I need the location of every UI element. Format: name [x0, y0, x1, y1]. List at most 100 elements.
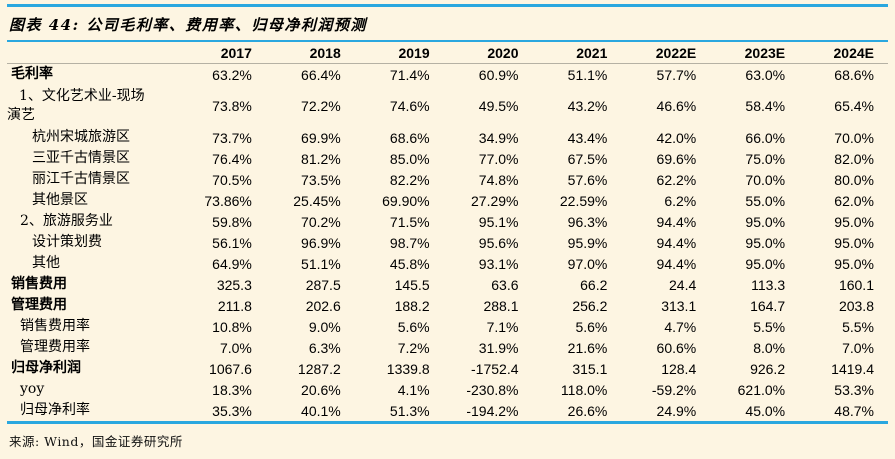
- row-label: 1、文化艺术业-现场演艺: [7, 88, 145, 123]
- cell-value: 128.4: [661, 360, 697, 377]
- year-column-header: 2020: [443, 43, 533, 64]
- cell-value: 80.0%: [834, 171, 874, 188]
- cell-value: 95.6%: [478, 234, 519, 251]
- cell-value: 70.5%: [212, 171, 252, 188]
- cell-value: 40.1%: [301, 402, 341, 419]
- cell-value: 98.7%: [389, 234, 430, 251]
- table-row: 1、文化艺术业-现场演艺 73.8% 72.2% 74.6% 49.5% 43.2% 46.…: [7, 85, 888, 127]
- row-label: 2、旅游服务业: [20, 213, 113, 229]
- cell-value: 73.7%: [212, 129, 252, 146]
- cell-value: 10.8%: [212, 318, 252, 335]
- forecast-table-container: 2017 2018 2019 2020 2021 2022E 2023E 2024E 毛利率 6…: [7, 43, 888, 424]
- cell-value: 96.3%: [567, 213, 608, 230]
- cell-value: 67.5%: [567, 150, 608, 167]
- table-header-row: 2017 2018 2019 2020 2021 2022E 2023E 2024E: [7, 43, 888, 64]
- cell-value: 5.6%: [397, 318, 430, 335]
- row-label-column-header: [7, 43, 177, 64]
- cell-value: 73.5%: [301, 171, 341, 188]
- row-label: 其他景区: [32, 192, 88, 208]
- row-label: 丽江千古情景区: [32, 171, 130, 187]
- cell-value: 926.2: [750, 360, 786, 377]
- cell-value: 63.0%: [745, 66, 786, 83]
- table-row: 归母净利润 1067.6 1287.2 1339.8 -1752.4 315.1 128.4…: [7, 358, 888, 379]
- cell-value: 95.1%: [478, 213, 519, 230]
- cell-value: 51.1%: [301, 255, 341, 272]
- cell-value: 288.1: [483, 297, 519, 314]
- cell-value: 73.8%: [212, 98, 252, 114]
- cell-value: 70.0%: [745, 171, 786, 188]
- cell-value: 64.9%: [212, 255, 252, 272]
- row-label: 管理费用率: [20, 339, 90, 355]
- research-report-figure: 图表 44: 公司毛利率、费用率、归母净利润预测 2017 2018 2019 202…: [7, 4, 888, 450]
- cell-value: 51.3%: [389, 402, 430, 419]
- table-row: 其他 64.9% 51.1% 45.8% 93.1% 97.0% 94.4% 95.0% 95.…: [7, 253, 888, 274]
- cell-value: 5.6%: [575, 318, 608, 335]
- cell-value: 34.9%: [478, 129, 519, 146]
- cell-value: 73.86%: [204, 192, 252, 209]
- year-column-header: 2018: [265, 43, 355, 64]
- cell-value: 60.9%: [478, 66, 519, 83]
- cell-value: 56.1%: [212, 234, 252, 251]
- cell-value: 4.1%: [397, 381, 430, 398]
- year-column-header: 2019: [354, 43, 444, 64]
- table-row: 2、旅游服务业 59.8% 70.2% 71.5% 95.1% 96.3% 94.4% 95.…: [7, 211, 888, 232]
- cell-value: 18.3%: [212, 381, 252, 398]
- table-row: 归母净利率 35.3% 40.1% 51.3% -194.2% 26.6% 24.9% 45.…: [7, 400, 888, 421]
- cell-value: 621.0%: [737, 381, 786, 398]
- cell-value: 69.90%: [382, 192, 430, 209]
- row-label: 其他: [32, 255, 60, 271]
- year-column-header: 2023E: [710, 43, 800, 64]
- cell-value: 58.4%: [745, 98, 786, 114]
- cell-value: 1287.2: [297, 360, 341, 377]
- cell-value: 49.5%: [478, 98, 519, 114]
- cell-value: 35.3%: [212, 402, 252, 419]
- table-row: 设计策划费 56.1% 96.9% 98.7% 95.6% 95.9% 94.4% 95.0%…: [7, 232, 888, 253]
- cell-value: 21.6%: [567, 339, 608, 356]
- cell-value: 287.5: [305, 276, 341, 293]
- year-column-header: 2017: [177, 43, 266, 64]
- row-label: yoy: [20, 381, 45, 397]
- cell-value: 1419.4: [831, 360, 874, 377]
- cell-value: 82.2%: [389, 171, 430, 188]
- cell-value: 95.0%: [745, 234, 786, 251]
- cell-value: -59.2%: [651, 381, 697, 398]
- cell-value: 202.6: [305, 297, 341, 314]
- cell-value: 94.4%: [656, 234, 697, 251]
- row-label: 设计策划费: [32, 234, 102, 250]
- cell-value: 42.0%: [656, 129, 697, 146]
- table-row: 杭州宋城旅游区 73.7% 69.9% 68.6% 34.9% 43.4% 42.0% 66.…: [7, 127, 888, 148]
- cell-value: 45.8%: [389, 255, 430, 272]
- cell-value: 118.0%: [560, 381, 608, 398]
- table-row: 毛利率 63.2% 66.4% 71.4% 60.9% 51.1% 57.7% 63.0% 68…: [7, 64, 888, 86]
- row-label: 销售费用: [11, 276, 67, 292]
- row-label: 毛利率: [11, 66, 53, 82]
- row-label: 归母净利率: [20, 402, 90, 418]
- cell-value: 81.2%: [301, 150, 341, 167]
- cell-value: 82.0%: [834, 150, 874, 167]
- cell-value: 95.9%: [567, 234, 608, 251]
- table-row: 其他景区 73.86% 25.45% 69.90% 27.29% 22.59% 6.2% 55…: [7, 190, 888, 211]
- cell-value: 4.7%: [664, 318, 697, 335]
- cell-value: 71.5%: [389, 213, 430, 230]
- cell-value: 24.9%: [656, 402, 697, 419]
- cell-value: 75.0%: [745, 150, 786, 167]
- cell-value: 63.6: [491, 276, 519, 293]
- cell-value: 77.0%: [478, 150, 519, 167]
- table-body: 毛利率 63.2% 66.4% 71.4% 60.9% 51.1% 57.7% 63.0% 68…: [7, 64, 888, 422]
- cell-value: 325.3: [216, 276, 252, 293]
- cell-value: 26.6%: [567, 402, 608, 419]
- cell-value: 24.4: [669, 276, 697, 293]
- cell-value: 1067.6: [209, 360, 252, 377]
- row-label: 归母净利润: [11, 360, 81, 376]
- cell-value: 43.4%: [567, 129, 608, 146]
- cell-value: 45.0%: [745, 402, 786, 419]
- cell-value: 188.2: [394, 297, 430, 314]
- forecast-table: 2017 2018 2019 2020 2021 2022E 2023E 2024E 毛利率 6…: [7, 43, 888, 421]
- cell-value: 70.2%: [301, 213, 341, 230]
- cell-value: 43.2%: [567, 98, 608, 114]
- cell-value: 66.4%: [301, 66, 341, 83]
- cell-value: 5.5%: [753, 318, 786, 335]
- table-row: 三亚千古情景区 76.4% 81.2% 85.0% 77.0% 67.5% 69.6% 75.…: [7, 148, 888, 169]
- cell-value: 8.0%: [753, 339, 786, 356]
- cell-value: 95.0%: [745, 255, 786, 272]
